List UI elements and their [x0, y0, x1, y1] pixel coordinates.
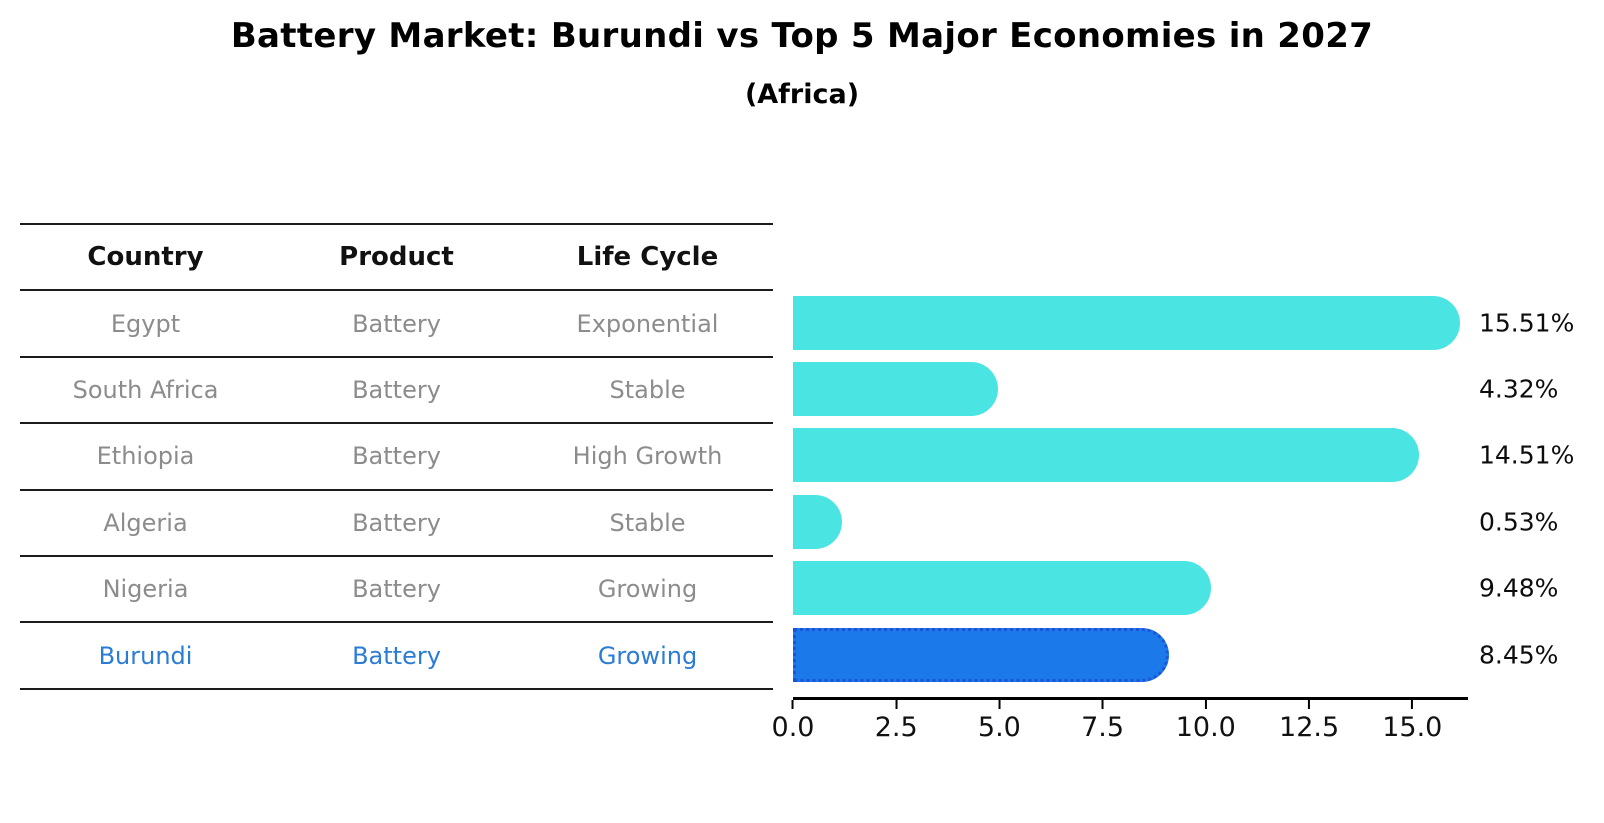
table-cell-country: South Africa	[72, 375, 219, 404]
table-cell-life-cycle: Growing	[597, 575, 698, 604]
table-cell-product: Battery	[352, 442, 441, 471]
table-cell-life-cycle: Stable	[609, 375, 686, 404]
chart-subtitle: (Africa)	[744, 79, 860, 110]
bar	[793, 627, 1169, 682]
table-row: Egypt Battery Exponential	[20, 291, 773, 358]
table-cell-life-cycle: Stable	[609, 508, 686, 537]
tick-label: 2.5	[874, 712, 918, 743]
tick-label: 10.0	[1175, 712, 1236, 743]
bar	[793, 561, 1212, 616]
tick-mark	[1204, 700, 1207, 709]
tick-mark	[1308, 700, 1311, 709]
bar-row: 0.53%	[793, 489, 1604, 555]
bar-value-label: 4.32%	[1479, 374, 1559, 404]
bar-value-label: 8.45%	[1479, 640, 1559, 670]
tick-label: 7.5	[1081, 712, 1125, 743]
tick-label: 5.0	[977, 712, 1021, 743]
tick-label: 12.5	[1279, 712, 1340, 743]
table-row: Nigeria Battery Growing	[20, 557, 773, 624]
table-cell-country: Ethiopia	[96, 442, 195, 471]
table-cell-product: Battery	[352, 508, 441, 537]
bar-value-label: 9.48%	[1479, 573, 1559, 603]
table-cell-country: Nigeria	[102, 575, 189, 604]
x-axis-line	[793, 697, 1468, 700]
x-axis-tick: 10.0	[1176, 700, 1236, 743]
table-header-country: Country	[87, 242, 204, 273]
table-cell-life-cycle: High Growth	[572, 442, 723, 471]
tick-mark	[1101, 700, 1104, 709]
table-row: Ethiopia Battery High Growth	[20, 424, 773, 491]
table-header-life-cycle: Life Cycle	[576, 242, 719, 273]
bar-row: 8.45%	[793, 621, 1604, 687]
bar-chart-area: 15.51% 4.32% 14.51% 0.53% 9.48% 8.45%	[793, 289, 1604, 687]
x-axis-tick: 15.0	[1382, 700, 1442, 743]
x-axis-tick: 7.5	[1081, 700, 1124, 743]
table-header-product: Product	[339, 242, 454, 273]
tick-label: 0.0	[771, 712, 815, 743]
tick-mark	[998, 700, 1001, 709]
bar-row: 14.51%	[793, 422, 1604, 488]
table-row: Algeria Battery Stable	[20, 491, 773, 557]
bar-value-label: 15.51%	[1479, 308, 1575, 338]
bar	[793, 494, 842, 549]
x-axis-tick: 0.0	[771, 700, 815, 743]
bar-row: 9.48%	[793, 555, 1604, 621]
tick-mark	[1411, 700, 1414, 709]
bar-row: 4.32%	[793, 356, 1604, 422]
market-table: Country Product Life Cycle Egypt Battery…	[20, 223, 773, 690]
table-cell-life-cycle: Growing	[597, 641, 698, 670]
market-table-body: Egypt Battery Exponential South Africa B…	[20, 291, 773, 690]
x-axis-tick: 5.0	[978, 700, 1021, 743]
table-row: South Africa Battery Stable	[20, 358, 773, 425]
bar	[793, 361, 999, 416]
x-axis-tick: 12.5	[1279, 700, 1339, 743]
table-cell-product: Battery	[352, 575, 441, 604]
table-cell-country: Algeria	[103, 508, 188, 537]
bar	[793, 295, 1461, 350]
bar-value-label: 0.53%	[1479, 507, 1559, 537]
table-cell-country: Egypt	[110, 309, 181, 338]
bar	[793, 428, 1419, 483]
table-cell-product: Battery	[352, 309, 441, 338]
tick-label: 15.0	[1382, 712, 1443, 743]
bar-row: 15.51%	[793, 289, 1604, 355]
table-cell-product: Battery	[352, 641, 441, 670]
table-cell-product: Battery	[352, 375, 441, 404]
x-axis-tick: 2.5	[875, 700, 918, 743]
bar-value-label: 14.51%	[1479, 440, 1575, 470]
table-cell-life-cycle: Exponential	[576, 309, 719, 338]
table-header-row: Country Product Life Cycle	[20, 225, 773, 292]
chart-title: Battery Market: Burundi vs Top 5 Major E…	[230, 16, 1374, 56]
table-row: Burundi Battery Growing	[20, 623, 773, 690]
table-cell-country: Burundi	[98, 641, 193, 670]
tick-mark	[791, 700, 794, 709]
tick-mark	[895, 700, 898, 709]
